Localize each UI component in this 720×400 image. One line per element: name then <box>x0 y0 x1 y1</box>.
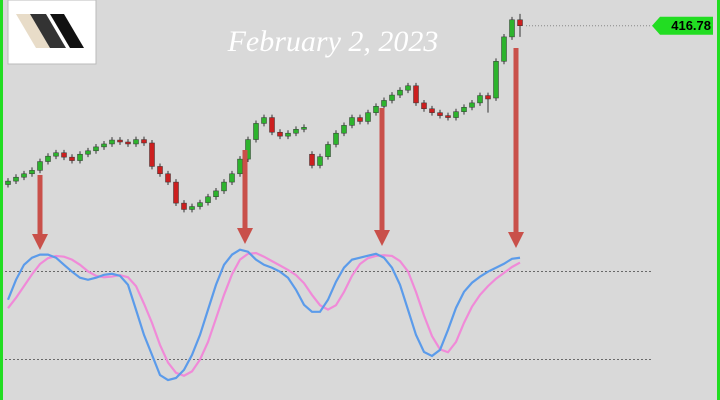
candle-body <box>293 129 299 134</box>
candle-body <box>325 144 331 157</box>
left-border <box>0 0 3 400</box>
candle-body <box>205 196 211 203</box>
arrow-head <box>374 230 390 246</box>
candle-body <box>509 19 515 38</box>
candle-body <box>133 139 139 145</box>
candle-body <box>165 173 171 183</box>
candle-body <box>141 139 147 144</box>
candle-body <box>501 36 507 62</box>
candle-body <box>245 139 251 160</box>
candle-body <box>5 180 11 185</box>
candle-body <box>221 181 227 192</box>
logo-shape <box>50 14 84 48</box>
candle-body <box>229 173 235 183</box>
candle-body <box>269 117 275 133</box>
candle-body <box>253 123 259 140</box>
last-price-label: 416.78 <box>671 18 711 33</box>
candle-body <box>117 139 123 143</box>
candle-body <box>365 112 371 122</box>
candle-body <box>125 141 131 145</box>
candle-body <box>397 89 403 96</box>
candle-body <box>77 153 83 161</box>
oscillator-line <box>6 248 521 382</box>
candle-body <box>181 202 187 210</box>
candle-body <box>389 94 395 101</box>
candle-body <box>29 170 35 175</box>
candle-body <box>85 150 91 155</box>
chart-title: February 2, 2023 <box>227 25 439 58</box>
arrow-head <box>237 228 253 244</box>
candle-body <box>101 143 107 148</box>
candle-body <box>429 108 435 113</box>
candle-body <box>93 146 99 152</box>
candle-body <box>485 95 491 100</box>
last-price-marker <box>652 16 713 35</box>
candle-body <box>421 102 427 110</box>
candle-body <box>237 158 243 175</box>
candle-body <box>173 181 179 204</box>
logo-shape <box>16 14 50 48</box>
candle-body <box>373 106 379 113</box>
candle-body <box>341 125 347 134</box>
logo-shape <box>30 14 66 48</box>
candle-body <box>517 19 523 26</box>
candle-body <box>357 117 363 122</box>
candle-body <box>453 111 459 118</box>
candle-body <box>309 153 315 166</box>
candle-body <box>69 156 75 161</box>
candle-body <box>277 131 283 137</box>
candle-body <box>53 152 59 157</box>
candle-body <box>61 152 67 158</box>
candle-body <box>109 139 115 145</box>
candle-body <box>149 142 155 167</box>
candle-body <box>445 115 451 118</box>
candle-body <box>349 117 355 126</box>
candle-body <box>21 173 27 178</box>
right-border <box>717 0 720 400</box>
arrow-head <box>508 232 524 248</box>
candle-body <box>285 132 291 137</box>
candle-body <box>469 102 475 108</box>
candle-body <box>197 202 203 207</box>
candle-body <box>333 132 339 145</box>
candle-body <box>477 95 483 104</box>
candle-body <box>493 61 499 99</box>
candle-body <box>13 176 19 182</box>
arrow-head <box>32 234 48 250</box>
arrows <box>32 48 524 250</box>
candle-body <box>301 127 307 130</box>
candle-body <box>317 156 323 166</box>
logo <box>7 0 97 65</box>
candle-body <box>381 100 387 107</box>
candle-body <box>461 107 467 112</box>
candle-body <box>37 161 43 171</box>
candle-body <box>157 166 163 175</box>
candle-body <box>213 190 219 198</box>
candle-body <box>189 206 195 210</box>
candle-body <box>413 85 419 104</box>
candle-body <box>261 117 267 124</box>
candle-body <box>405 85 411 91</box>
oscillator-line <box>7 251 521 377</box>
candle-body <box>45 155 51 162</box>
candle-body <box>437 112 443 116</box>
